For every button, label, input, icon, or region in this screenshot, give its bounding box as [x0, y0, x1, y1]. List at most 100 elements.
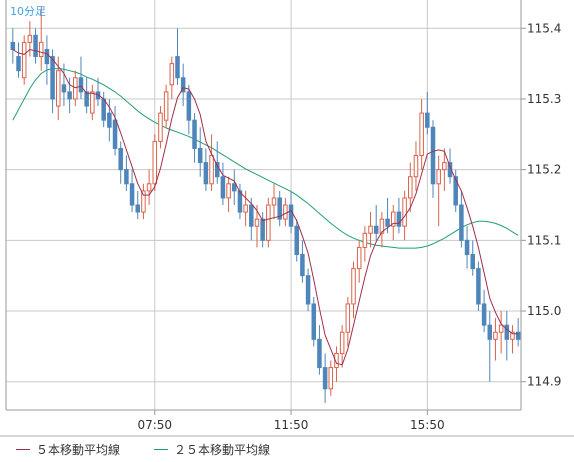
y-tick-label: 115.3 [527, 92, 561, 106]
candle-up [38, 41, 44, 58]
candle-up [56, 70, 61, 107]
candle-up [390, 211, 396, 227]
chart-title: 10分足 [10, 5, 46, 18]
candle-up [339, 331, 345, 354]
candle-down [288, 204, 294, 227]
legend-label-ma25: ２５本移動平均線 [174, 443, 271, 457]
candle-up [493, 331, 498, 340]
y-tick-label: 115.1 [527, 233, 561, 247]
y-tick-label: 115.0 [527, 304, 561, 318]
candle-down [504, 324, 510, 340]
candle-up [510, 331, 515, 340]
candle-down [175, 56, 180, 79]
legend-label-ma5: ５本移動平均線 [36, 443, 121, 457]
legend-item-ma5: ５本移動平均線 [16, 441, 120, 458]
candle-down [84, 91, 89, 107]
candle-up [152, 140, 158, 185]
candle-down [33, 34, 38, 58]
candle-down [470, 253, 475, 270]
candle-down [112, 119, 118, 149]
candle-up [402, 197, 407, 227]
candle-up [21, 41, 27, 79]
candle-down [515, 331, 521, 340]
candle-up [254, 218, 260, 227]
candle-down [107, 112, 112, 128]
candle-down [203, 162, 209, 185]
candle-up [163, 91, 169, 121]
candle-down [373, 225, 379, 234]
candle-up [158, 112, 163, 142]
ma5-line [12, 48, 519, 366]
candle-down [232, 183, 237, 192]
candle-up [141, 190, 146, 213]
candle-down [237, 190, 243, 213]
candle-down [180, 77, 186, 93]
candle-up [226, 183, 231, 199]
candle-up [328, 367, 334, 390]
candle-down [476, 268, 481, 305]
candle-up [243, 204, 248, 213]
candle-up [169, 63, 175, 86]
candle-down [430, 126, 436, 185]
candle-down [260, 218, 265, 241]
candle-down [135, 204, 141, 213]
candle-up [419, 112, 424, 157]
candle-down [44, 48, 50, 65]
candle-up [27, 34, 33, 43]
candle-down [305, 275, 311, 305]
candle-up [356, 246, 362, 270]
x-tick-label: 11:50 [274, 418, 309, 432]
ma5-legend-swatch [16, 449, 30, 450]
ma5-layer [12, 48, 519, 366]
candle-up [362, 232, 368, 248]
candle-down [453, 176, 458, 206]
candle-down [481, 303, 487, 326]
candle-up [334, 352, 339, 369]
x-tick-label: 15:50 [410, 418, 445, 432]
candle-up [408, 176, 413, 199]
candle-down [385, 218, 390, 227]
candle-down [78, 77, 84, 93]
candle-down [129, 183, 135, 206]
candle-up [436, 169, 441, 185]
candle-down [317, 338, 322, 369]
candle-up [209, 155, 214, 185]
ma25-layer [12, 68, 519, 249]
candle-down [61, 84, 67, 93]
x-tick-label: 07:50 [137, 418, 172, 432]
candle-down [487, 324, 493, 340]
candle-down [311, 303, 317, 340]
candle-down [459, 204, 464, 241]
candle-up [266, 204, 271, 241]
candle-down [192, 119, 197, 149]
y-tick-label: 114.9 [527, 375, 561, 389]
candle-down [294, 225, 299, 255]
candle-up [271, 197, 277, 206]
candle-down [300, 253, 305, 277]
candle-down [50, 56, 55, 100]
candle-up [379, 218, 385, 234]
candle-up [351, 268, 356, 305]
candle-down [249, 204, 254, 227]
ma25-legend-swatch [154, 449, 168, 450]
candle-up [146, 183, 152, 192]
candle-down [214, 162, 220, 178]
candle-down [124, 169, 129, 185]
candle-down [425, 112, 430, 128]
candle-down [277, 197, 282, 220]
candle-down [464, 239, 470, 255]
candle-down [186, 91, 192, 121]
candle-up [442, 162, 447, 171]
candle-down [118, 147, 123, 171]
grid-layer [6, 0, 521, 410]
candle-up [413, 155, 419, 178]
candle-up [498, 324, 504, 333]
candle-down [67, 91, 72, 100]
candle-down [322, 367, 328, 390]
candle-up [283, 204, 288, 220]
candle-layer [10, 7, 521, 403]
y-tick-label: 115.2 [527, 163, 561, 177]
candle-down [396, 211, 402, 227]
candle-up [73, 77, 78, 100]
